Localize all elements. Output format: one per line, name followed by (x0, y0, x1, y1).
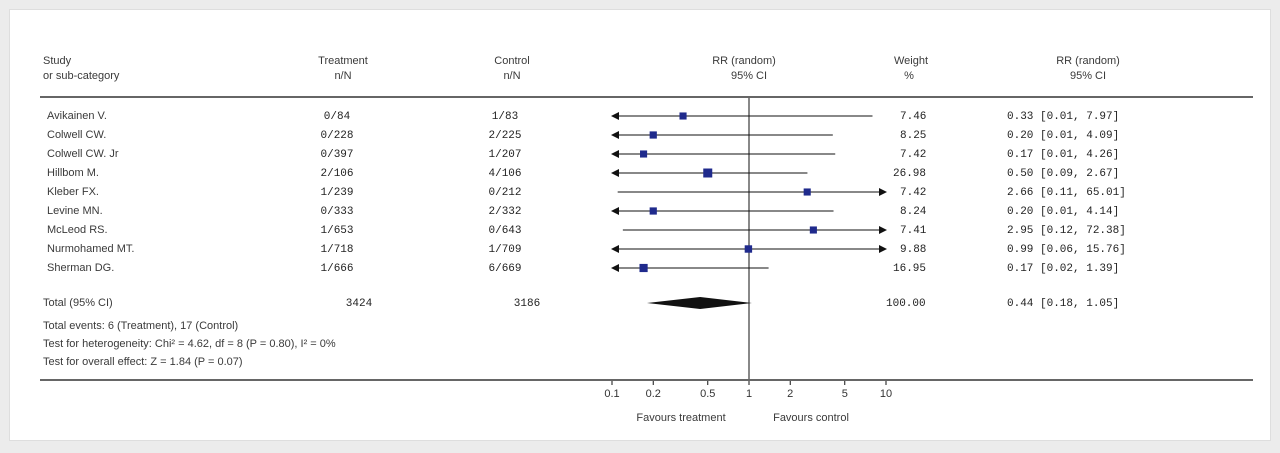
ci-arrow-right (879, 226, 887, 234)
axis-tick-label: 2 (787, 388, 793, 400)
rr-value-header: RR (random) (1056, 55, 1120, 67)
axis-tick-label: 0.2 (646, 388, 661, 400)
axis-tick-label: 5 (842, 388, 848, 400)
ci-arrow-left (611, 131, 619, 139)
row-study: Levine MN. (47, 205, 103, 217)
row-weight: 26.98 (893, 168, 927, 180)
row-study: McLeod RS. (47, 224, 108, 236)
row-control: 0/212 (488, 187, 522, 199)
total-label: Total (95% CI) (43, 297, 113, 309)
ci-arrow-left (611, 169, 619, 177)
row-control: 2/225 (488, 130, 522, 142)
row-weight: 8.25 (900, 130, 927, 142)
row-control: 4/106 (488, 168, 522, 180)
row-ci: 0.99 [0.06, 15.76] (1007, 244, 1126, 256)
row-treatment: 0/84 (323, 111, 351, 123)
row-ci: 0.50 [0.09, 2.67] (1007, 168, 1120, 180)
ci-arrow-left (611, 245, 619, 253)
row-study: Colwell CW. Jr (47, 148, 119, 160)
total-events-note: Total events: 6 (Treatment), 17 (Control… (43, 320, 239, 332)
row-weight: 8.24 (900, 206, 927, 218)
rr-value-subheader: 95% CI (1069, 70, 1107, 82)
row-treatment: 1/666 (320, 263, 354, 275)
row-ci: 0.33 [0.01, 7.97] (1007, 111, 1120, 123)
header-rule (40, 96, 1253, 98)
row-weight: 9.88 (900, 244, 927, 256)
study-marker (649, 207, 657, 215)
row-study: Hillbom M. (47, 167, 99, 179)
treatment-subheader: n/N (334, 70, 352, 82)
row-control: 1/709 (488, 244, 522, 256)
row-control: 0/643 (488, 225, 522, 237)
row-study: Avikainen V. (47, 110, 107, 122)
ci-arrow-right (879, 188, 887, 196)
study-marker (639, 263, 648, 273)
row-weight: 7.41 (900, 225, 927, 237)
total-treatment: 3424 (345, 298, 373, 310)
ci-arrow-left (611, 207, 619, 215)
row-treatment: 2/106 (320, 168, 354, 180)
row-ci: 0.17 [0.01, 4.26] (1007, 149, 1120, 161)
row-treatment: 0/333 (320, 206, 354, 218)
rr-plot-subheader: 95% CI (730, 70, 768, 82)
ci-arrow-left (611, 150, 619, 158)
row-treatment: 0/228 (320, 130, 354, 142)
study-marker (703, 168, 713, 178)
favours-treatment-label: Favours treatment (636, 412, 726, 424)
study-marker (679, 112, 687, 120)
row-ci: 2.66 [0.11, 65.01] (1007, 187, 1126, 199)
ci-arrow-left (611, 264, 619, 272)
heterogeneity-note: Test for heterogeneity: Chi² = 4.62, df … (43, 338, 336, 350)
row-control: 1/207 (488, 149, 522, 161)
forest-plot-panel (9, 9, 1271, 441)
weight-subheader: % (904, 70, 914, 82)
row-treatment: 0/397 (320, 149, 354, 161)
study-marker (640, 150, 648, 158)
axis-tick-label: 0.5 (700, 388, 715, 400)
row-study: Kleber FX. (47, 186, 99, 198)
study-marker (809, 226, 817, 234)
total-ci: 0.44 [0.18, 1.05] (1007, 298, 1120, 310)
axis-tick-label: 0.1 (604, 388, 619, 400)
row-weight: 7.42 (900, 187, 927, 199)
study-marker (649, 131, 657, 139)
study-header: Study (43, 55, 72, 67)
axis-tick-label: 1 (746, 388, 752, 400)
control-header: Control (494, 55, 530, 67)
row-control: 6/669 (488, 263, 522, 275)
axis-rule (40, 379, 1253, 381)
ci-arrow-left (611, 112, 619, 120)
row-treatment: 1/239 (320, 187, 354, 199)
row-control: 1/83 (491, 111, 519, 123)
weight-header: Weight (893, 55, 929, 67)
row-treatment: 1/718 (320, 244, 354, 256)
overall-effect-note: Test for overall effect: Z = 1.84 (P = 0… (43, 356, 243, 368)
row-control: 2/332 (488, 206, 522, 218)
row-study: Nurmohamed MT. (47, 243, 135, 255)
study-marker (803, 188, 811, 196)
study-marker (744, 245, 753, 253)
row-ci: 0.20 [0.01, 4.14] (1007, 206, 1120, 218)
row-weight: 7.46 (900, 111, 927, 123)
total-weight: 100.00 (886, 298, 926, 310)
ci-arrow-right (879, 245, 887, 253)
favours-control-label: Favours control (773, 412, 849, 424)
axis-tick-label: 10 (880, 388, 892, 400)
treatment-header: Treatment (318, 55, 368, 67)
row-ci: 0.17 [0.02, 1.39] (1007, 263, 1120, 275)
study-subheader: or sub-category (43, 70, 120, 82)
row-ci: 0.20 [0.01, 4.09] (1007, 130, 1120, 142)
row-ci: 2.95 [0.12, 72.38] (1007, 225, 1126, 237)
rr-plot-header: RR (random) (712, 55, 776, 67)
row-study: Sherman DG. (47, 262, 115, 274)
row-weight: 16.95 (893, 263, 927, 275)
row-study: Colwell CW. (47, 129, 107, 141)
row-weight: 7.42 (900, 149, 927, 161)
control-subheader: n/N (503, 70, 521, 82)
total-control: 3186 (513, 298, 541, 310)
pooled-diamond (646, 297, 752, 309)
row-treatment: 1/653 (320, 225, 354, 237)
